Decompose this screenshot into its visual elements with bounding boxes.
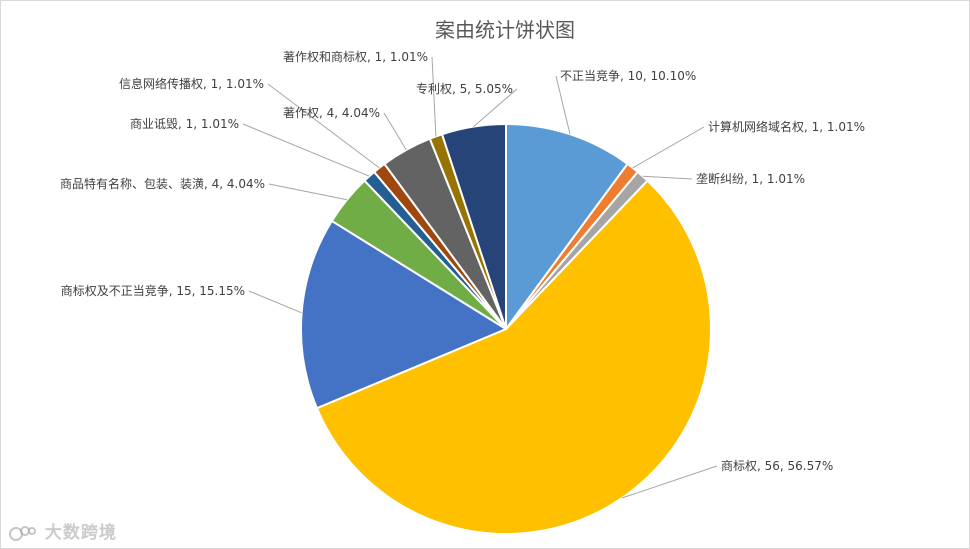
- leader-line: [268, 183, 347, 201]
- watermark: 大数跨境: [8, 518, 117, 543]
- data-label: 商业诋毁, 1, 1.01%: [130, 116, 239, 131]
- leader-line: [642, 175, 693, 180]
- data-label: 商标权, 56, 56.57%: [721, 458, 833, 473]
- leader-line: [267, 83, 380, 169]
- data-label: 专利权, 5, 5.05%: [416, 81, 513, 96]
- data-label: 商品特有名称、包装、装潢, 4, 4.04%: [60, 176, 265, 191]
- leader-line: [383, 112, 407, 151]
- leader-lines: [242, 56, 718, 499]
- leader-line: [473, 88, 518, 127]
- data-label: 著作权, 4, 4.04%: [283, 106, 380, 120]
- data-label: 不正当竞争, 10, 10.10%: [560, 69, 696, 83]
- data-label: 垄断纠纷, 1, 1.01%: [696, 171, 805, 186]
- leader-line: [632, 126, 705, 169]
- data-label: 商标权及不正当竞争, 15, 15.15%: [61, 283, 245, 298]
- data-label: 著作权和商标权, 1, 1.01%: [283, 49, 428, 64]
- pie-slices: [300, 122, 712, 535]
- leader-line: [242, 123, 370, 177]
- bubble-logo-icon: [8, 523, 38, 543]
- leader-line: [431, 56, 437, 137]
- leader-line: [555, 75, 571, 135]
- leader-line: [248, 290, 302, 314]
- pie-slice: [505, 122, 629, 333]
- watermark-text: 大数跨境: [44, 523, 117, 543]
- data-label: 信息网络传播权, 1, 1.01%: [119, 76, 264, 91]
- leader-line: [622, 465, 718, 499]
- chart-title: 案由统计饼状图: [435, 18, 575, 42]
- pie-slice: [300, 219, 509, 410]
- data-label: 计算机网络域名权, 1, 1.01%: [708, 119, 865, 134]
- data-labels: 不正当竞争, 10, 10.10% 计算机网络域名权, 1, 1.01% 垄断纠纷,…: [60, 49, 865, 473]
